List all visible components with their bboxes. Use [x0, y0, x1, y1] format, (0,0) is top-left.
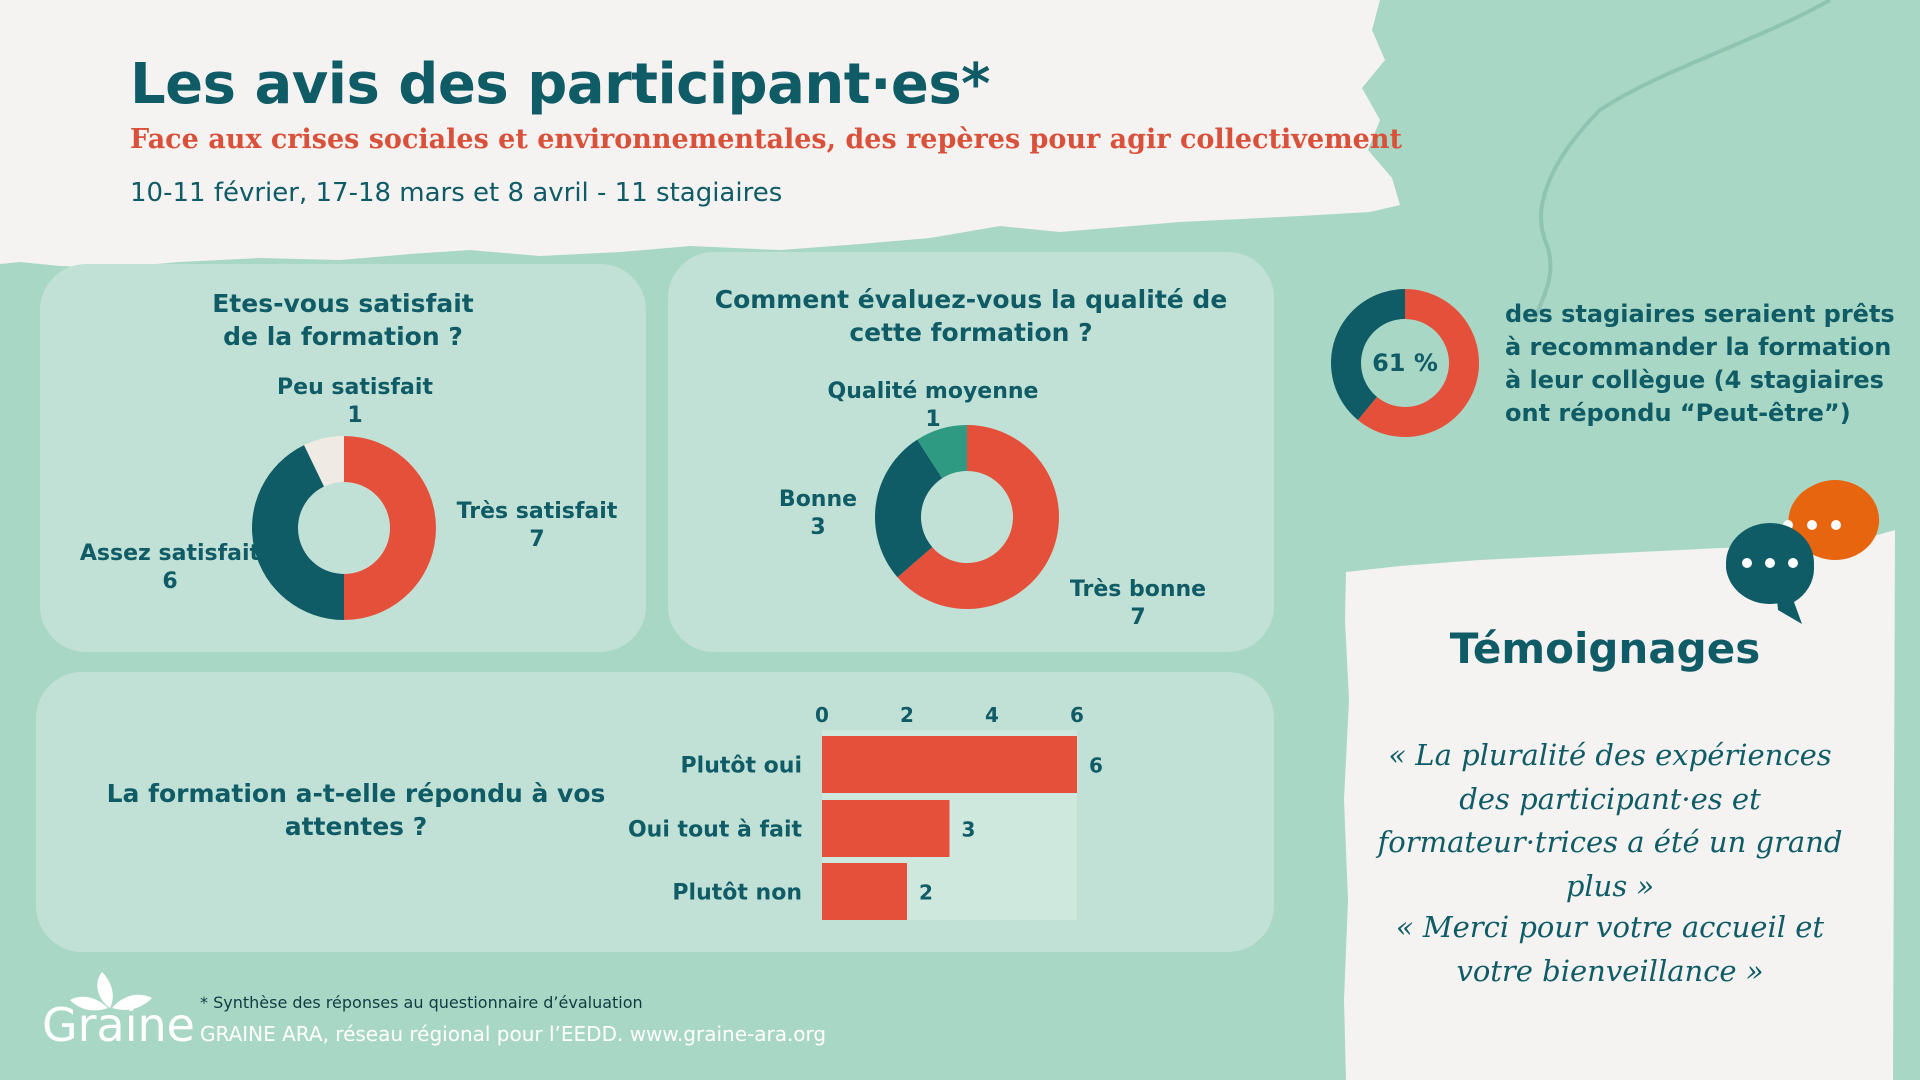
donut-slice-autre — [1331, 289, 1405, 421]
x-tick-label: 2 — [900, 703, 914, 727]
slice-label-value: 3 — [810, 514, 826, 540]
slice-label-tres-bonne: Très bonne 7 — [1048, 576, 1228, 631]
quality-title: Comment évaluez-vous la qualité de cette… — [668, 284, 1274, 349]
slice-label-text: Très satisfait — [456, 499, 618, 524]
session-dates: 10-11 février, 17-18 mars et 8 avril - 1… — [130, 178, 783, 208]
bar-value-label: 6 — [1089, 754, 1103, 778]
slice-label-qualite-moyenne: Qualité moyenne 1 — [818, 378, 1048, 433]
logo-text: Graine — [42, 998, 195, 1052]
slice-label-text: Assez satisfait — [79, 541, 261, 566]
satisfaction-donut — [252, 436, 436, 620]
page-title: Les avis des participant·es* — [130, 52, 990, 117]
slice-label-text: Peu satisfait — [277, 375, 433, 400]
bar-oui-tout-fait — [822, 800, 950, 857]
footer-org-line: GRAINE ARA, réseau régional pour l’EEDD.… — [200, 1022, 827, 1046]
page-subtitle: Face aux crises sociales et environnemen… — [130, 124, 1402, 155]
donut-slice-tr-s-satisfait — [344, 436, 436, 620]
bar-category-label: Plutôt non — [672, 881, 802, 906]
satisfaction-title: Etes-vous satisfait de la formation ? — [40, 288, 646, 353]
slice-label-value: 7 — [529, 526, 545, 552]
satisfaction-card: Etes-vous satisfait de la formation ? Pe… — [40, 264, 646, 652]
bar-plut-t-oui — [822, 736, 1077, 793]
bar-category-label: Plutôt oui — [681, 754, 802, 779]
donut-slice-oui — [1357, 289, 1480, 437]
expectations-title-line1: La formation a-t-elle répondu à vos — [106, 779, 606, 808]
x-tick-label: 4 — [985, 703, 999, 727]
slice-label-value: 6 — [162, 568, 178, 594]
slice-label-text: Très bonne — [1069, 577, 1207, 602]
expectations-title: La formation a-t-elle répondu à vos atte… — [76, 778, 636, 843]
slice-label-value: 1 — [925, 406, 941, 432]
satisfaction-title-line2: de la formation ? — [223, 321, 463, 351]
slice-label-peu-satisfait: Peu satisfait 1 — [230, 374, 480, 429]
bar-value-label: 2 — [919, 881, 933, 905]
slice-label-tres-satisfait: Très satisfait 7 — [432, 498, 642, 553]
donut-slice-tr-s-bonne — [897, 425, 1059, 609]
bar-plut-t-non — [822, 863, 907, 920]
paper-header-background — [0, 0, 1400, 268]
slice-label-text: Bonne — [778, 487, 858, 512]
slice-label-value: 1 — [347, 402, 363, 428]
donut-slice-bonne — [875, 439, 943, 578]
x-tick-label: 6 — [1070, 703, 1084, 727]
quality-title-line1: Comment évaluez-vous la qualité de — [714, 285, 1228, 314]
quality-donut — [875, 425, 1059, 609]
footnote: * Synthèse des réponses au questionnaire… — [200, 993, 643, 1012]
decorative-line — [1533, 0, 1831, 321]
recommendation-percent: 61 % — [1372, 349, 1438, 377]
quality-title-line2: cette formation ? — [849, 317, 1093, 347]
donut-slice-peu-satisfait — [304, 436, 344, 487]
testimonial-quote-1: « La pluralité des expériences des parti… — [1377, 738, 1843, 903]
expectations-title-line2: attentes ? — [284, 811, 428, 841]
speech-bubbles-icon — [1726, 480, 1880, 624]
recommendation-text: des stagiaires seraient prêts à recomman… — [1505, 300, 1895, 428]
slice-label-bonne: Bonne 3 — [768, 486, 868, 541]
testimonials-title: Témoignages — [1449, 624, 1761, 673]
x-tick-label: 0 — [815, 703, 829, 727]
slice-label-text: Qualité moyenne — [827, 379, 1039, 404]
satisfaction-title-line1: Etes-vous satisfait — [212, 289, 474, 318]
donut-slice-assez-satisfait — [252, 445, 344, 620]
bar-value-label: 3 — [962, 818, 976, 842]
testimonial-quote-2: « Merci pour votre accueil et votre bien… — [1395, 910, 1825, 988]
donut-slice-qualit-moyenne — [917, 425, 967, 479]
slice-label-assez-satisfait: Assez satisfait 6 — [70, 540, 270, 595]
quality-card: Comment évaluez-vous la qualité de cette… — [668, 252, 1274, 652]
slice-label-value: 7 — [1130, 604, 1146, 630]
bar-category-label: Oui tout à fait — [628, 818, 802, 843]
